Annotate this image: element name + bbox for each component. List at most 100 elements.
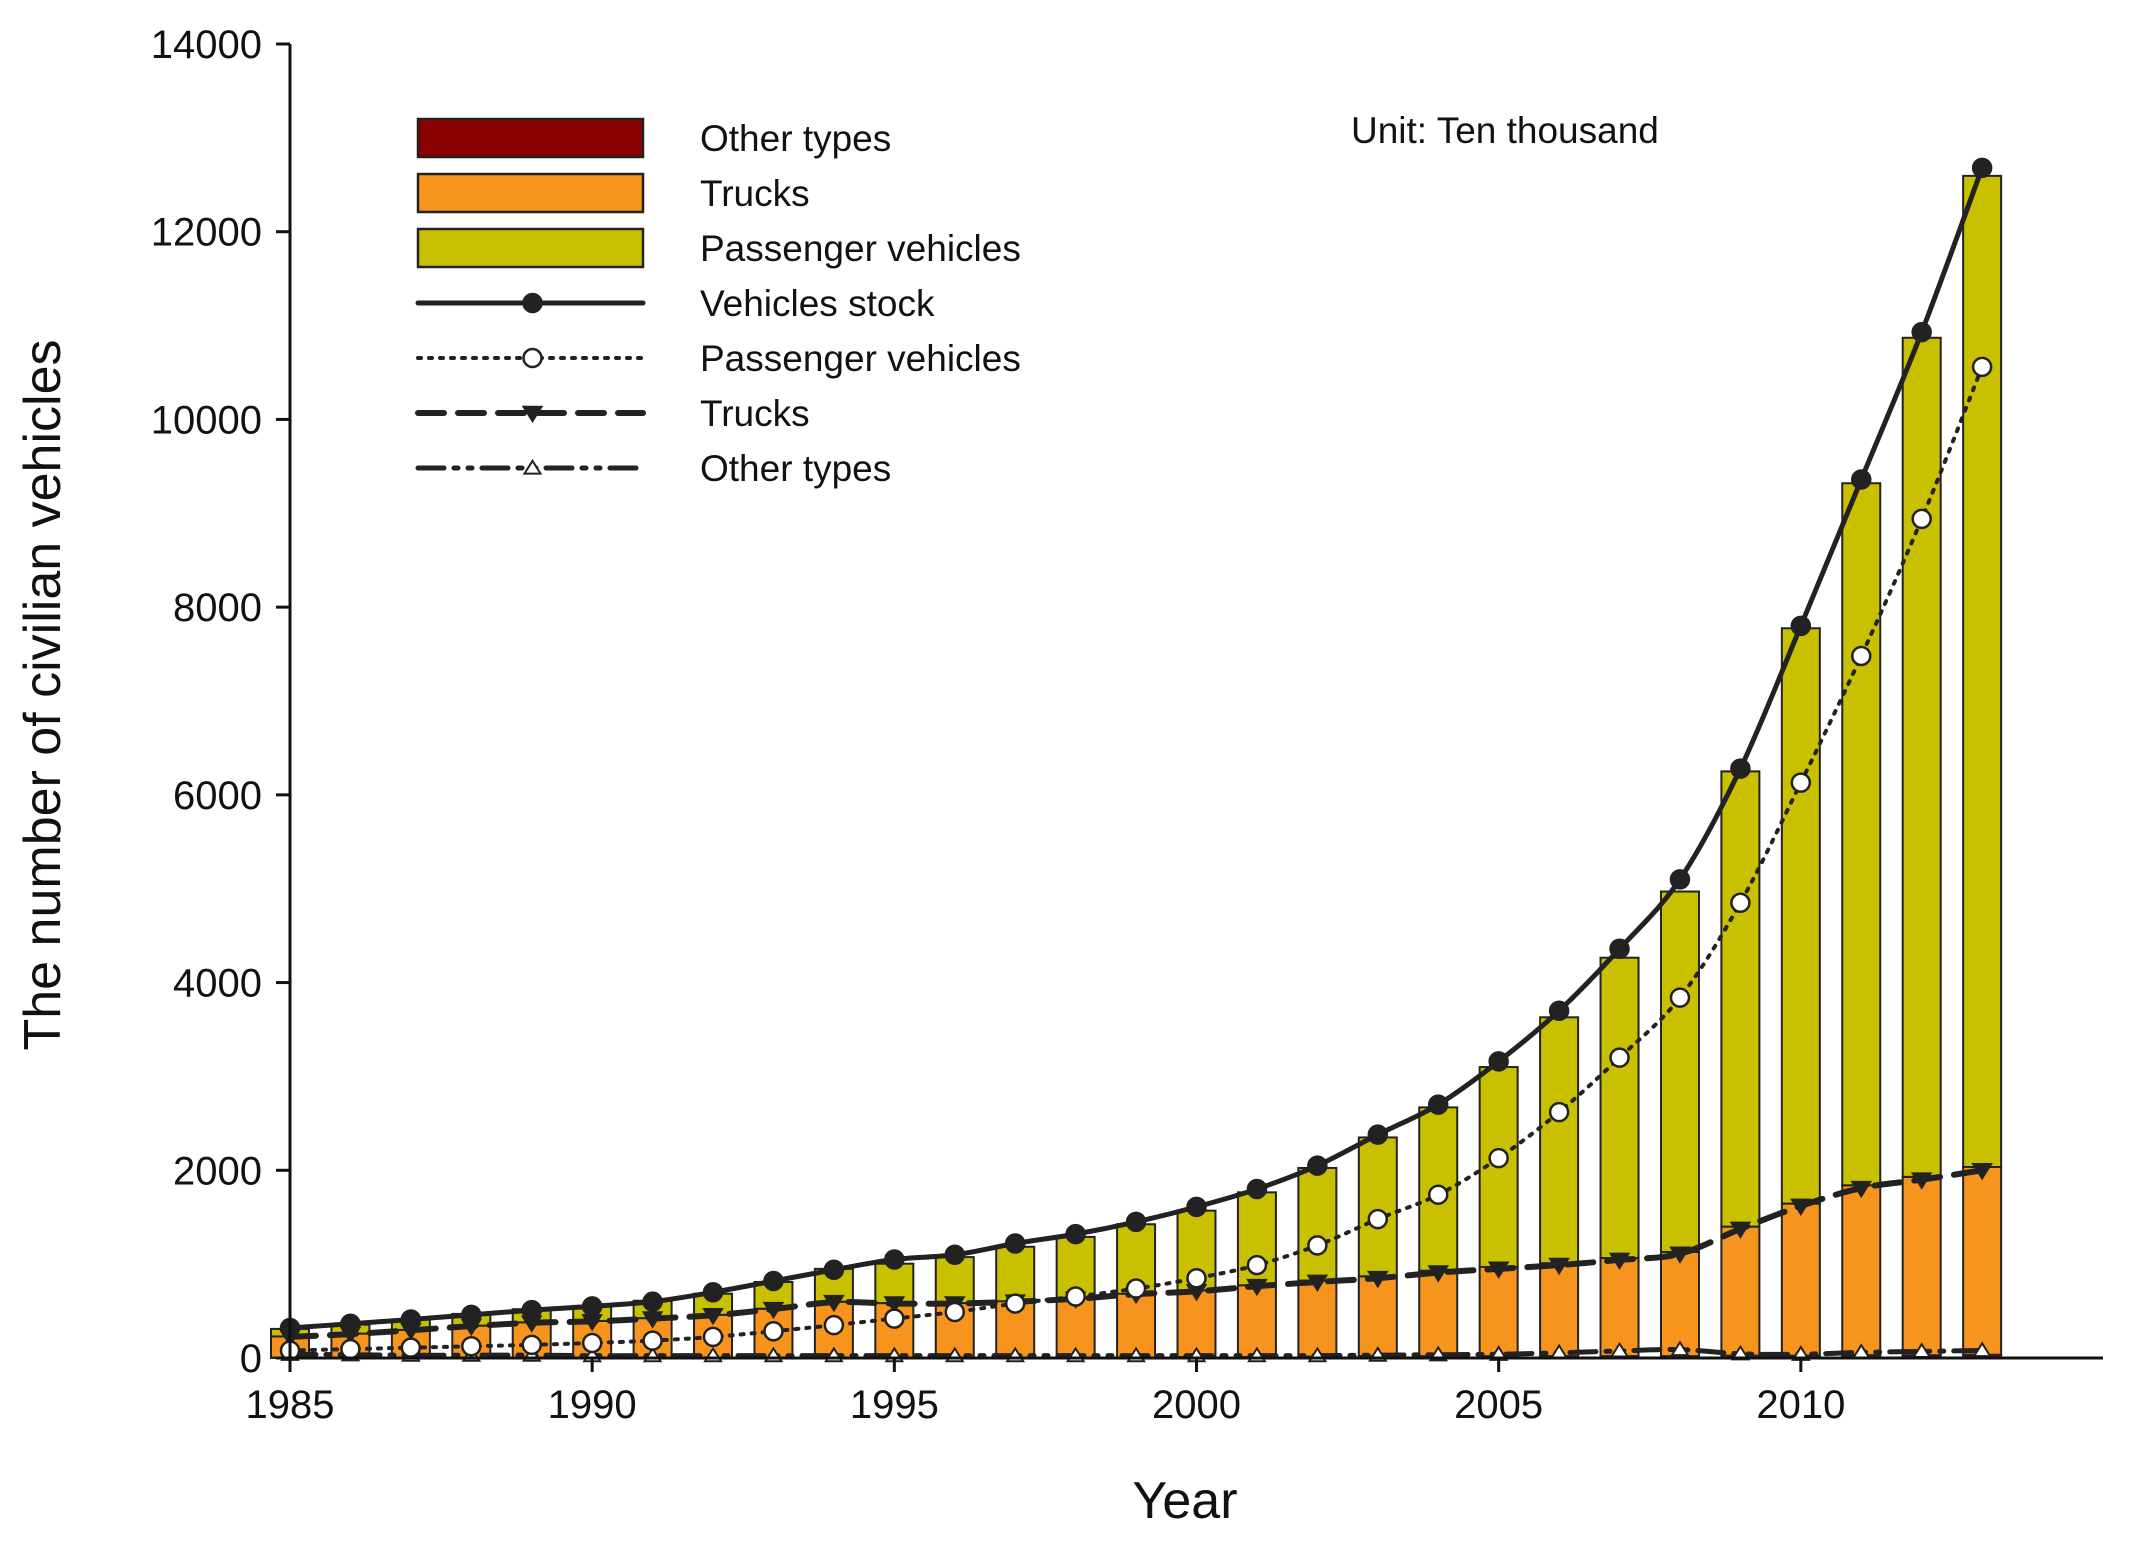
point-vehicles-stock-1994 [823, 1259, 845, 1281]
point-vehicles-stock-1998 [1065, 1223, 1086, 1245]
point-trucks-1992 [702, 1307, 724, 1326]
bar-passenger-vehicles-2010 [1780, 627, 1821, 1205]
y-tick-label-14000: 14000 [151, 23, 262, 67]
bar-passenger-vehicles-2002 [1297, 1166, 1338, 1282]
point-passenger-vehicles-2009 [1730, 892, 1751, 914]
point-vehicles-stock-2002 [1307, 1155, 1328, 1176]
point-passenger-vehicles-1993 [763, 1321, 784, 1342]
x-tick-label-1995: 1995 [850, 1383, 939, 1427]
point-trucks-1993 [762, 1301, 785, 1320]
point-passenger-vehicles-2006 [1548, 1101, 1570, 1123]
legend-label-other-types-6: Other types [700, 448, 891, 489]
point-passenger-vehicles-1997 [1004, 1293, 1026, 1314]
point-trucks-2002 [1306, 1274, 1329, 1292]
unit-annotation: Unit: Ten thousand [1351, 110, 1659, 151]
lines-layer [279, 157, 1993, 1363]
point-trucks-2003 [1366, 1270, 1389, 1289]
point-vehicles-stock-1988 [461, 1304, 482, 1326]
y-tick-label-0: 0 [240, 1337, 262, 1381]
point-passenger-vehicles-1995 [884, 1308, 905, 1329]
point-vehicles-stock-1990 [581, 1296, 603, 1317]
point-trucks-1994 [823, 1294, 845, 1313]
point-vehicles-stock-1991 [642, 1291, 663, 1312]
point-passenger-vehicles-1990 [581, 1332, 603, 1354]
point-vehicles-stock-1993 [763, 1270, 784, 1292]
bar-trucks-2005 [1478, 1265, 1519, 1358]
legend-label-passenger-vehicles-2: Passenger vehicles [700, 228, 1021, 269]
bar-trucks-2004 [1418, 1269, 1459, 1358]
bar-trucks-2009 [1720, 1225, 1761, 1357]
x-tick-label-2010: 2010 [1756, 1383, 1845, 1427]
point-vehicles-stock-2008 [1669, 869, 1691, 890]
point-trucks-2010 [1790, 1198, 1812, 1216]
x-axis-title: Year [1132, 1472, 1237, 1530]
y-tick-label-10000: 10000 [151, 398, 262, 442]
point-vehicles-stock-1999 [1125, 1211, 1147, 1233]
point-vehicles-stock-1992 [702, 1282, 724, 1303]
point-vehicles-stock-1996 [944, 1244, 966, 1266]
point-trucks-2013 [1971, 1162, 1993, 1181]
point-passenger-vehicles-2001 [1246, 1254, 1268, 1276]
bar-passenger-vehicles-2007 [1599, 956, 1640, 1260]
point-vehicles-stock-1989 [521, 1299, 542, 1321]
point-other-types-2008 [1670, 1340, 1690, 1357]
point-passenger-vehicles-2011 [1851, 645, 1872, 667]
point-passenger-vehicles-2010 [1790, 772, 1812, 793]
legend-label-passenger-vehicles-4: Passenger vehicles [700, 338, 1021, 379]
y-tick-label-6000: 6000 [173, 774, 262, 818]
legend-marker-passenger-vehicles-4 [522, 347, 543, 369]
legend-label-trucks-5: Trucks [700, 393, 810, 434]
x-tick-label-2005: 2005 [1454, 1383, 1543, 1427]
bar-trucks-2013 [1962, 1166, 2003, 1356]
legend-label-vehicles-stock-3: Vehicles stock [700, 283, 935, 324]
point-passenger-vehicles-2004 [1427, 1184, 1449, 1205]
point-vehicles-stock-1997 [1004, 1233, 1026, 1254]
point-other-types-2013 [1972, 1341, 1992, 1358]
bar-passenger-vehicles-2013 [1962, 174, 2003, 1169]
bar-passenger-vehicles-2011 [1841, 482, 1882, 1187]
point-vehicles-stock-2009 [1730, 758, 1751, 779]
legend-marker-trucks-5 [521, 405, 544, 423]
point-passenger-vehicles-1986 [340, 1338, 361, 1360]
x-tick-label-1990: 1990 [548, 1383, 637, 1427]
point-passenger-vehicles-1987 [400, 1337, 422, 1358]
y-tick-label-4000: 4000 [173, 962, 262, 1006]
point-vehicles-stock-2012 [1911, 321, 1932, 343]
point-trucks-2005 [1487, 1261, 1510, 1279]
point-passenger-vehicles-2000 [1186, 1267, 1207, 1289]
bar-passenger-vehicles-2009 [1720, 770, 1761, 1228]
bar-passenger-vehicles-2012 [1901, 336, 1942, 1178]
bar-trucks-2011 [1841, 1184, 1882, 1357]
point-vehicles-stock-2010 [1790, 615, 1812, 637]
x-tick-label-1985: 1985 [246, 1383, 335, 1427]
bar-passenger-vehicles-2006 [1539, 1016, 1580, 1265]
point-vehicles-stock-1987 [400, 1309, 422, 1330]
point-trucks-2004 [1427, 1265, 1450, 1283]
point-vehicles-stock-1986 [340, 1313, 361, 1334]
point-vehicles-stock-2003 [1367, 1124, 1389, 1145]
legend-marker-other-types-6 [522, 458, 543, 475]
legend-swatch-passenger-vehicles-2 [416, 227, 645, 269]
legend: Other types Trucks Passenger vehicles Vehic… [415, 117, 1021, 489]
point-trucks-2001 [1246, 1278, 1268, 1297]
point-trucks-2012 [1910, 1172, 1933, 1190]
y-tick-label-8000: 8000 [173, 586, 262, 630]
bar-trucks-2003 [1357, 1275, 1398, 1358]
point-vehicles-stock-2004 [1427, 1094, 1449, 1115]
point-passenger-vehicles-1996 [944, 1301, 966, 1323]
y-axis-title: The number of civilian vehicles [14, 340, 72, 1051]
bar-passenger-vehicles-2008 [1659, 890, 1700, 1253]
point-trucks-1991 [641, 1311, 664, 1329]
point-passenger-vehicles-1994 [823, 1314, 845, 1336]
point-passenger-vehicles-1992 [702, 1326, 724, 1348]
point-trucks-2006 [1548, 1257, 1570, 1276]
point-passenger-vehicles-2007 [1609, 1047, 1630, 1068]
point-vehicles-stock-2005 [1488, 1051, 1509, 1072]
point-trucks-1995 [883, 1296, 906, 1314]
legend-swatch-trucks-1 [416, 172, 645, 214]
point-passenger-vehicles-2012 [1911, 508, 1932, 530]
legend-label-other-types-0: Other types [700, 118, 891, 159]
y-tick-label-12000: 12000 [151, 211, 262, 255]
point-vehicles-stock-2006 [1548, 1000, 1570, 1021]
